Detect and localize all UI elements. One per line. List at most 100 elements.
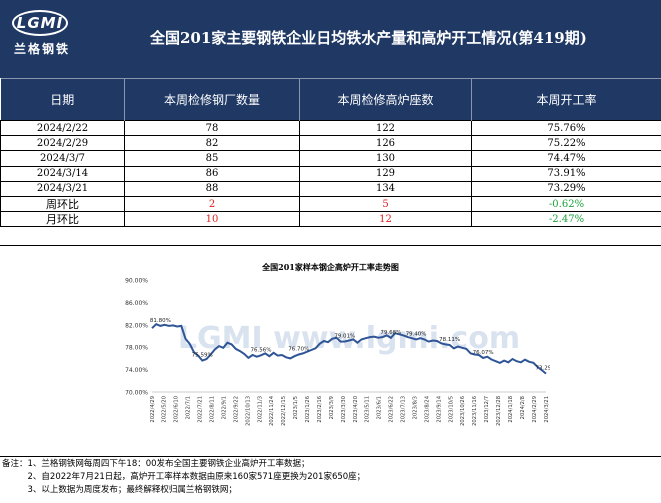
footnotes: 备注：1、兰格钢铁网每周四下午18：00发布全国主要钢铁企业高炉开工率数据； 2… bbox=[2, 458, 657, 497]
report-header: LGMI 兰格钢铁 全国201家主要钢铁企业日均铁水产量和高炉开工情况(第419… bbox=[0, 0, 661, 78]
x-tick-label: 2024/1/18 bbox=[508, 396, 514, 423]
cell-date: 2024/3/14 bbox=[0, 165, 125, 182]
x-tick-label: 2022/11/3 bbox=[257, 396, 263, 423]
data-label: 79.68% bbox=[380, 330, 401, 336]
x-tick-label: 2023/9/14 bbox=[436, 395, 442, 422]
mom-row: 月环比 10 12 -2.47% bbox=[0, 211, 661, 228]
cell-mills: 88 bbox=[124, 180, 300, 197]
x-tick-label: 2023/12/7 bbox=[484, 396, 490, 423]
mom-mills: 10 bbox=[124, 211, 300, 228]
x-tick-label: 2022/12/15 bbox=[281, 396, 287, 426]
table-row: 2024/3/21 88 134 73.29% bbox=[0, 180, 661, 197]
wow-rate: -0.62% bbox=[471, 195, 661, 213]
lgmi-logo: LGMI 兰格钢铁 bbox=[8, 10, 78, 66]
cell-rate: 74.47% bbox=[471, 150, 661, 167]
cell-mills: 86 bbox=[124, 165, 300, 182]
x-tick-label: 2022/9/22 bbox=[233, 396, 239, 423]
cell-rate: 73.91% bbox=[471, 165, 661, 182]
mom-furnaces: 12 bbox=[299, 211, 472, 228]
data-label: 75.59% bbox=[192, 353, 213, 359]
cell-furnaces: 130 bbox=[299, 150, 472, 167]
x-tick-label: 2023/11/16 bbox=[472, 396, 478, 426]
x-tick-label: 2023/7/13 bbox=[401, 396, 407, 423]
table-row: 2024/2/22 78 122 75.76% bbox=[0, 119, 661, 137]
x-tick-label: 2023/1/26 bbox=[305, 396, 311, 423]
x-tick-label: 2022/4/29 bbox=[150, 396, 156, 423]
cell-date: 2024/2/29 bbox=[0, 135, 125, 152]
wow-mills: 2 bbox=[124, 195, 300, 213]
x-tick-label: 2024/2/29 bbox=[532, 396, 538, 423]
x-tick-label: 2022/10/13 bbox=[245, 396, 251, 426]
x-tick-label: 2023/8/24 bbox=[424, 395, 430, 422]
cell-furnaces: 134 bbox=[299, 180, 472, 197]
y-tick-label: 70.00% bbox=[125, 390, 148, 397]
chart-watermark: LGMI www.lgmi.com bbox=[178, 321, 520, 356]
table-row: 2024/3/7 85 130 74.47% bbox=[0, 150, 661, 167]
series-line bbox=[151, 323, 547, 375]
x-tick-label: 2022/6/10 bbox=[174, 396, 180, 423]
col-header-date: 日期 bbox=[0, 78, 125, 121]
x-tick-label: 2023/8/3 bbox=[412, 396, 418, 419]
chart-panel bbox=[0, 245, 661, 457]
data-label: 78.11% bbox=[439, 337, 460, 343]
data-label: 76.56% bbox=[250, 347, 271, 353]
cell-furnaces: 126 bbox=[299, 135, 472, 152]
x-tick-label: 2022/8/11 bbox=[209, 396, 215, 423]
logo-mark: LGMI bbox=[12, 10, 68, 36]
col-header-furnaces: 本周检修高炉座数 bbox=[299, 78, 472, 121]
footnote-1: 备注：1、兰格钢铁网每周四下午18：00发布全国主要钢铁企业高炉开工率数据； bbox=[2, 459, 310, 469]
blast-furnace-table: 日期 本周检修钢厂数量 本周检修高炉座数 本周开工率 2024/2/22 78 … bbox=[0, 78, 661, 228]
footnote-2: 2、自2022年7月21日起，高炉开工率样本数据由原来160家571座更换为20… bbox=[2, 472, 366, 482]
x-tick-label: 2023/1/5 bbox=[293, 396, 299, 419]
col-header-mills: 本周检修钢厂数量 bbox=[124, 78, 300, 121]
x-tick-label: 2023/3/30 bbox=[341, 396, 347, 423]
y-tick-label: 86.00% bbox=[125, 300, 148, 307]
data-label: 76.07% bbox=[473, 350, 494, 356]
x-tick-label: 2023/6/1 bbox=[377, 396, 383, 419]
logo-text: 兰格钢铁 bbox=[13, 42, 70, 56]
y-tick-label: 82.00% bbox=[125, 322, 148, 329]
data-label: 76.70% bbox=[288, 346, 309, 352]
x-tick-label: 2023/4/20 bbox=[353, 396, 359, 423]
x-tick-label: 2022/9/1 bbox=[221, 396, 227, 419]
x-tick-label: 2023/6/22 bbox=[389, 396, 395, 423]
mom-label: 月环比 bbox=[0, 211, 125, 228]
cell-rate: 75.22% bbox=[471, 135, 661, 152]
cell-mills: 82 bbox=[124, 135, 300, 152]
x-tick-label: 2023/10/5 bbox=[448, 396, 454, 423]
data-label: 81.80% bbox=[150, 318, 171, 324]
x-tick-label: 2023/2/16 bbox=[317, 396, 323, 423]
x-tick-label: 2023/3/9 bbox=[329, 396, 335, 419]
mom-rate: -2.47% bbox=[471, 211, 661, 228]
cell-rate: 73.29% bbox=[471, 180, 661, 197]
cell-mills: 85 bbox=[124, 150, 300, 167]
cell-furnaces: 122 bbox=[299, 119, 472, 137]
wow-row: 周环比 2 5 -0.62% bbox=[0, 195, 661, 213]
table-header-row: 日期 本周检修钢厂数量 本周检修高炉座数 本周开工率 bbox=[0, 78, 661, 121]
x-tick-label: 2023/5/11 bbox=[365, 396, 371, 423]
cell-furnaces: 129 bbox=[299, 165, 472, 182]
x-tick-label: 2022/11/24 bbox=[269, 395, 275, 426]
x-tick-label: 2024/3/21 bbox=[544, 396, 550, 423]
page-title: 全国201家主要钢铁企业日均铁水产量和高炉开工情况(第419期) bbox=[150, 29, 587, 47]
data-label: 79.40% bbox=[406, 331, 427, 337]
data-label: 73.29% bbox=[536, 366, 550, 372]
y-tick-label: 74.00% bbox=[125, 367, 148, 374]
data-label: 79.01% bbox=[334, 334, 355, 340]
cell-date: 2024/3/21 bbox=[0, 180, 125, 197]
x-tick-label: 2022/5/20 bbox=[162, 396, 168, 423]
table-row: 2024/3/14 86 129 73.91% bbox=[0, 165, 661, 182]
cell-date: 2024/3/7 bbox=[0, 150, 125, 167]
wow-furnaces: 5 bbox=[299, 195, 472, 213]
wow-label: 周环比 bbox=[0, 195, 125, 213]
col-header-rate: 本周开工率 bbox=[471, 78, 661, 121]
cell-mills: 78 bbox=[124, 119, 300, 137]
y-tick-label: 78.00% bbox=[125, 345, 148, 352]
utilization-line-chart: LGMI www.lgmi.com 70.00% 74.00% 78.00% 82.00… bbox=[125, 278, 550, 426]
x-tick-label: 2023/12/28 bbox=[496, 396, 502, 426]
x-tick-label: 2024/2/8 bbox=[520, 396, 526, 419]
x-tick-label: 2023/10/26 bbox=[460, 396, 466, 426]
chart-title: 全国201家样本钢企高炉开工率走势图 bbox=[262, 262, 399, 272]
y-tick-label: 90.00% bbox=[125, 278, 148, 285]
footnote-3: 3、以上数据为周度发布；最终解释权归属兰格钢铁网； bbox=[2, 485, 237, 495]
